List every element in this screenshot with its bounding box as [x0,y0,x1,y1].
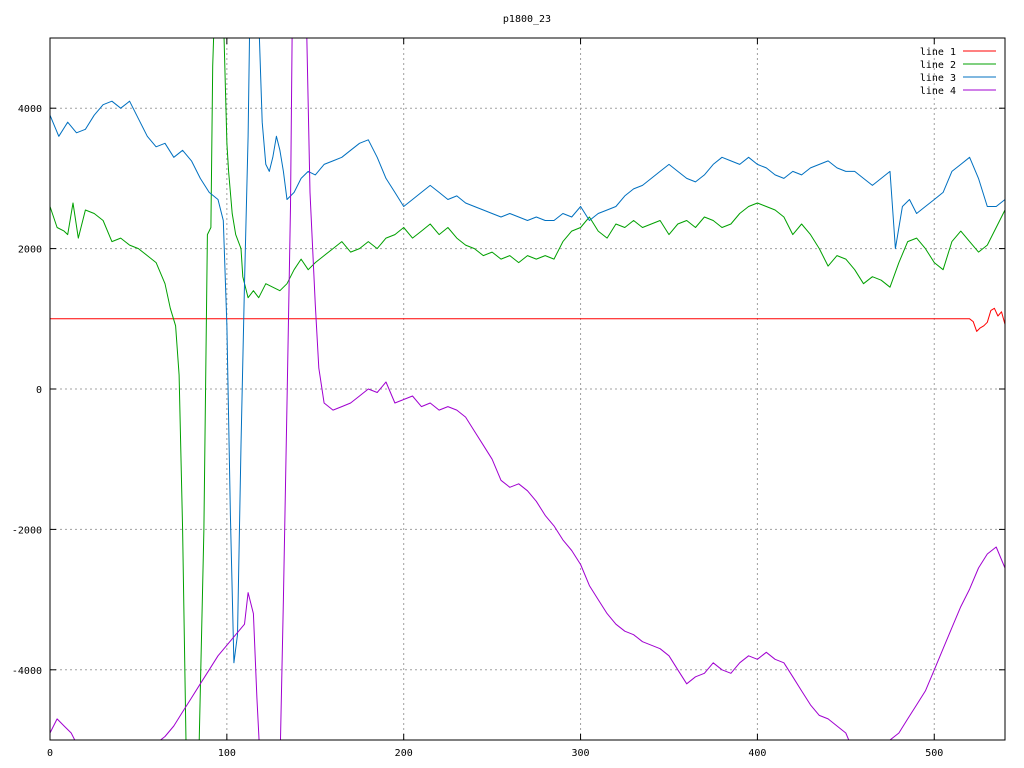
x-tick-label: 0 [47,748,53,759]
axis-ticks: 0 100 200 300 400 500 -4000 -2000 0 2000 4000 [12,38,1005,759]
y-tick-label: -2000 [12,525,42,536]
legend-label: line 4 [920,86,956,97]
series-line-4-line [50,38,1005,740]
x-tick-label: 400 [748,748,766,759]
y-tick-label: 4000 [18,104,42,115]
grid-lines [50,38,1005,740]
y-tick-label: 2000 [18,245,42,256]
legend-label: line 3 [920,73,956,84]
legend-label: line 2 [920,60,956,71]
series-line-3-line [50,38,1005,664]
series-layer [50,38,1005,740]
chart-title: p1800_23 [503,14,551,25]
series-line-1-line [50,307,1005,332]
x-tick-label: 100 [218,748,236,759]
x-tick-label: 500 [925,748,943,759]
y-tick-label: 0 [36,385,42,396]
y-tick-label: -4000 [12,666,42,677]
x-tick-label: 200 [395,748,413,759]
legend-label: line 1 [920,47,956,58]
x-tick-label: 300 [572,748,590,759]
legend: line 1 line 2 line 3 line 4 [920,47,996,97]
series-line-2-line [50,38,1005,740]
